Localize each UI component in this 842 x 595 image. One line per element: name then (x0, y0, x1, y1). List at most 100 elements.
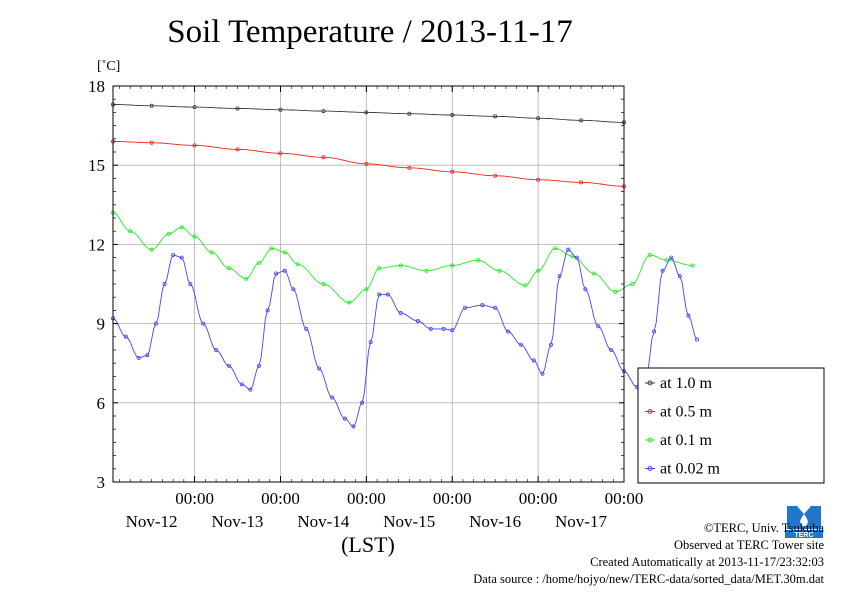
data-point (497, 268, 502, 273)
data-point (583, 287, 588, 292)
legend-swatch-marker (647, 380, 653, 386)
data-point (596, 324, 601, 329)
chart-title: Soil Temperature / 2013-11-17 (167, 14, 573, 50)
data-point (647, 252, 652, 257)
y-tick-label: 12 (88, 235, 105, 254)
data-point (239, 382, 244, 387)
data-point (540, 371, 545, 376)
data-point (188, 281, 193, 286)
data-point (342, 416, 347, 421)
y-tick-label: 18 (88, 77, 105, 96)
data-point (278, 151, 283, 156)
data-point (192, 143, 197, 148)
data-point (450, 169, 455, 174)
data-point (321, 281, 326, 286)
data-point (291, 287, 296, 292)
footer-source: Data source : /home/hojyo/new/TERC-data/… (473, 572, 824, 586)
data-point (136, 355, 141, 360)
legend-swatch-marker (647, 437, 653, 443)
series-line (112, 140, 624, 187)
data-point (368, 340, 373, 345)
data-point (660, 268, 665, 273)
y-tick-label: 3 (97, 473, 106, 492)
data-point (377, 292, 382, 297)
data-point (321, 155, 326, 160)
series-line (112, 249, 698, 428)
data-point (493, 114, 498, 119)
y-tick-label: 15 (88, 156, 105, 175)
data-point (192, 105, 197, 110)
data-point (407, 165, 412, 170)
data-point (179, 225, 184, 230)
data-point (574, 255, 579, 260)
data-point (321, 109, 326, 114)
series-0 (111, 102, 627, 125)
data-point (493, 173, 498, 178)
data-point (450, 113, 455, 118)
y-axis-unit-label: [˚C] (97, 59, 120, 74)
data-point (171, 252, 176, 257)
data-point (153, 321, 158, 326)
data-point (695, 337, 700, 342)
data-point (506, 329, 511, 334)
series-line (113, 104, 624, 123)
data-point (282, 250, 287, 255)
data-point (235, 147, 240, 152)
data-point (536, 116, 541, 121)
data-point (690, 263, 695, 268)
data-point (278, 107, 283, 112)
data-point (536, 268, 541, 273)
legend-entry-label: at 1.0 m (660, 375, 713, 392)
data-point (149, 140, 154, 145)
data-point (248, 387, 253, 392)
data-point (428, 326, 433, 331)
y-tick-label: 9 (97, 315, 106, 334)
footer-observed: Observed at TERC Tower site (673, 538, 824, 552)
data-series (111, 102, 700, 429)
data-point (329, 395, 334, 400)
legend-box (637, 367, 825, 484)
data-point (192, 234, 197, 239)
data-point (282, 268, 287, 273)
legend-entry-label: at 0.02 m (660, 461, 721, 478)
data-point (149, 247, 154, 252)
data-point (209, 250, 214, 255)
data-point (686, 313, 691, 318)
data-point (441, 326, 446, 331)
data-point (244, 276, 249, 281)
data-point (347, 300, 352, 305)
data-point (256, 260, 261, 265)
data-point (591, 271, 596, 276)
data-point (149, 103, 154, 108)
data-point (475, 258, 480, 263)
legend-swatch-marker (647, 466, 653, 471)
data-point (536, 177, 541, 182)
data-point (304, 326, 309, 331)
footer-created: Created Automatically at 2013-11-17/23:3… (590, 555, 824, 569)
data-point (364, 161, 369, 166)
data-point (609, 347, 614, 352)
data-point (463, 305, 468, 310)
data-point (518, 342, 523, 347)
x-tick-date-label: Nov-12 (126, 512, 178, 531)
footer-copyright: ©TERC, Univ. Tsukuba (703, 521, 824, 535)
data-point (579, 118, 584, 123)
x-tick-date-label: Nov-15 (383, 512, 435, 531)
x-tick-time-label: 00:00 (433, 489, 472, 508)
data-point (226, 363, 231, 368)
data-point (317, 366, 322, 371)
series-1 (111, 139, 627, 189)
data-point (360, 400, 365, 405)
x-tick-date-label: Nov-14 (297, 512, 349, 531)
data-point (201, 321, 206, 326)
data-point (557, 274, 562, 279)
x-tick-date-label: Nov-13 (211, 512, 263, 531)
data-point (256, 363, 261, 368)
x-axis-label: (LST) (341, 532, 395, 557)
logo-text: TERC (794, 532, 813, 539)
data-point (531, 358, 536, 363)
data-point (450, 263, 455, 268)
data-point (398, 263, 403, 268)
legend-entry-label: at 0.5 m (660, 404, 713, 421)
